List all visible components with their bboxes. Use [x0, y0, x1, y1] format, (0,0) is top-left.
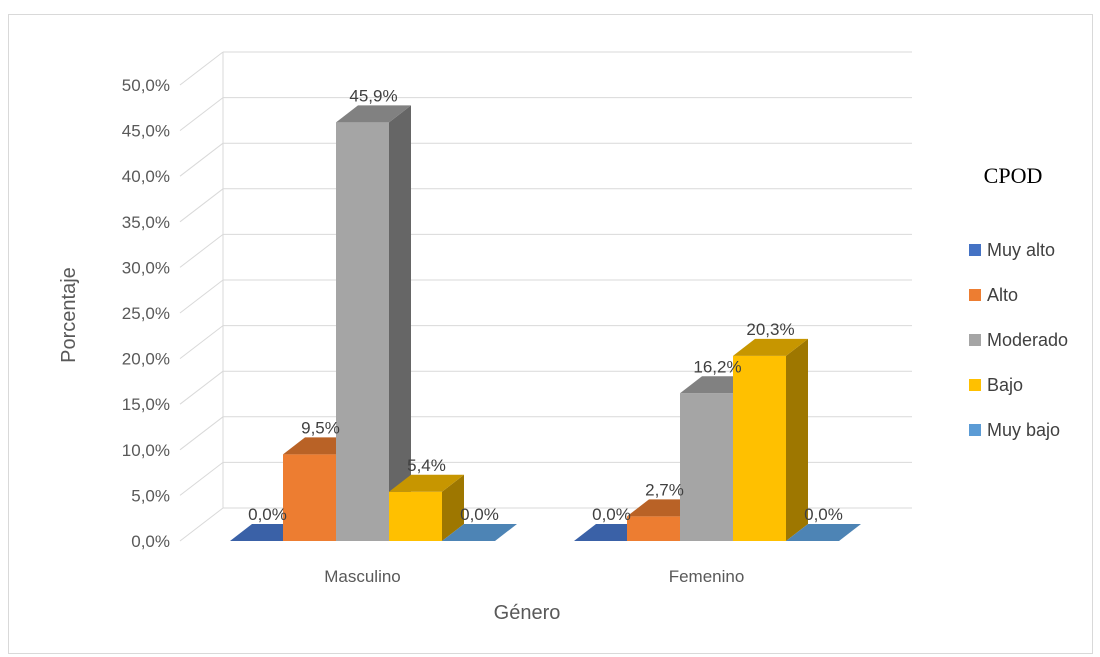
- legend-label: Alto: [987, 285, 1018, 305]
- bar-masculino-moderado: [336, 105, 411, 541]
- bar-side: [786, 338, 808, 541]
- bar-top: [336, 105, 411, 123]
- legend-label: Moderado: [987, 330, 1068, 350]
- bar-masculino-bajo: [389, 474, 464, 541]
- bar-side: [442, 474, 464, 541]
- bar-front: [336, 122, 389, 541]
- x-tick-label: Femenino: [669, 567, 745, 586]
- legend-title: CPOD: [984, 163, 1043, 188]
- gridline-side: [179, 462, 224, 496]
- y-tick-label: 45,0%: [122, 122, 170, 141]
- legend-swatch: [969, 244, 981, 256]
- bar-masculino-muy-bajo: [442, 524, 517, 541]
- bar-top: [733, 338, 808, 356]
- data-label: 16,2%: [693, 357, 741, 376]
- y-axis-ticks: 0,0% 5,0% 10,0% 15,0% 20,0% 25,0% 30,0% 35,0% 40…: [122, 76, 170, 551]
- legend-swatch: [969, 334, 981, 346]
- y-tick-label: 20,0%: [122, 350, 170, 369]
- gridline-side: [179, 142, 224, 177]
- gridline-side: [179, 507, 224, 542]
- data-label: 9,5%: [301, 418, 340, 437]
- data-label: 0,0%: [460, 505, 499, 524]
- bar-front: [627, 516, 680, 541]
- legend-label: Muy alto: [987, 240, 1055, 260]
- y-tick-label: 35,0%: [122, 213, 170, 232]
- chart-bars: [230, 105, 861, 541]
- y-tick-label: 40,0%: [122, 167, 170, 186]
- y-tick-label: 10,0%: [122, 441, 170, 460]
- y-axis-title: Porcentaje: [58, 267, 80, 363]
- legend-item-moderado: Moderado: [969, 330, 1068, 350]
- bar-top: [442, 524, 517, 541]
- data-label: 5,4%: [407, 456, 446, 475]
- gridline-side: [179, 234, 224, 268]
- legend: Muy alto Alto Moderado Bajo Muy bajo: [969, 240, 1068, 440]
- legend-item-bajo: Bajo: [969, 375, 1023, 395]
- bar-top: [786, 524, 861, 541]
- y-tick-label: 5,0%: [131, 486, 170, 505]
- chart-frame: [8, 14, 1093, 654]
- bar-side: [389, 105, 411, 541]
- legend-label: Bajo: [987, 375, 1023, 395]
- gridline-side: [179, 188, 224, 223]
- legend-item-muy-alto: Muy alto: [969, 240, 1055, 260]
- y-tick-label: 30,0%: [122, 258, 170, 277]
- legend-swatch: [969, 379, 981, 391]
- legend-label: Muy bajo: [987, 420, 1060, 440]
- x-axis-title: Género: [494, 602, 561, 624]
- data-labels: 0,0% 9,5% 45,9% 5,4% 0,0% 0,0% 2,7% 16,2% 20,3% 0…: [248, 86, 843, 524]
- gridline-side: [179, 279, 224, 314]
- legend-item-alto: Alto: [969, 285, 1018, 305]
- x-tick-label: Masculino: [324, 567, 401, 586]
- gridline-side: [179, 416, 224, 451]
- bar-front: [733, 355, 786, 541]
- gridline-side: [179, 51, 224, 86]
- gridline-side: [179, 370, 224, 405]
- data-label: 2,7%: [645, 480, 684, 499]
- bar-femenino-bajo: [733, 338, 808, 541]
- legend-swatch: [969, 424, 981, 436]
- data-label: 20,3%: [746, 320, 794, 339]
- data-label: 0,0%: [248, 505, 287, 524]
- legend-item-muy-bajo: Muy bajo: [969, 420, 1060, 440]
- x-axis-ticks: Masculino Femenino: [324, 567, 744, 586]
- gridline-side: [179, 325, 224, 359]
- legend-swatch: [969, 289, 981, 301]
- gridline-side: [179, 97, 224, 131]
- bar-front: [389, 491, 442, 541]
- data-label: 45,9%: [349, 86, 397, 105]
- data-label: 0,0%: [804, 505, 843, 524]
- bar-front: [283, 454, 336, 541]
- bar-femenino-muy-bajo: [786, 524, 861, 541]
- y-tick-label: 15,0%: [122, 395, 170, 414]
- y-tick-label: 50,0%: [122, 76, 170, 95]
- bar-top: [389, 474, 464, 492]
- data-label: 0,0%: [592, 505, 631, 524]
- y-tick-label: 25,0%: [122, 304, 170, 323]
- y-tick-label: 0,0%: [131, 532, 170, 551]
- bar-front: [680, 393, 733, 541]
